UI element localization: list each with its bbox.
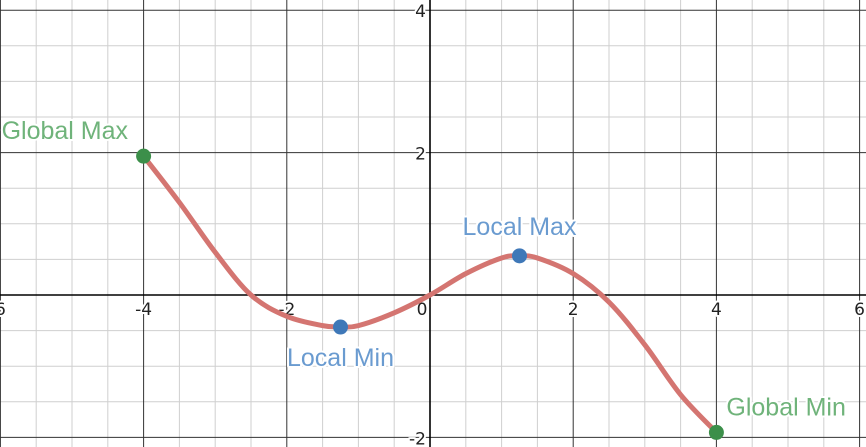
- y-tick-label: 4: [415, 2, 426, 22]
- global-min-point: [708, 424, 724, 440]
- function-curve: [141, 153, 719, 435]
- function-curve-group: [141, 153, 719, 435]
- y-tick-label: -2: [409, 429, 426, 447]
- local-min-label: Local Min: [287, 344, 394, 372]
- x-tick-label: -4: [135, 300, 152, 320]
- x-tick-label: 6: [0, 300, 6, 320]
- global-max-label: Global Max: [2, 117, 129, 145]
- global-min-label: Global Min: [726, 393, 846, 421]
- global-max-point: [136, 148, 152, 164]
- x-tick-label: 4: [711, 300, 722, 320]
- extrema-points: [136, 148, 724, 440]
- local-min-point: [333, 319, 348, 335]
- x-tick-label: 2: [568, 300, 579, 320]
- local-max-point: [512, 248, 527, 264]
- y-tick-label: 2: [415, 145, 426, 165]
- local-max-label: Local Max: [463, 213, 577, 241]
- extrema-labels: Global Max Local Min Local Max Global Min: [0, 115, 848, 423]
- x-tick-label: 6: [854, 300, 865, 320]
